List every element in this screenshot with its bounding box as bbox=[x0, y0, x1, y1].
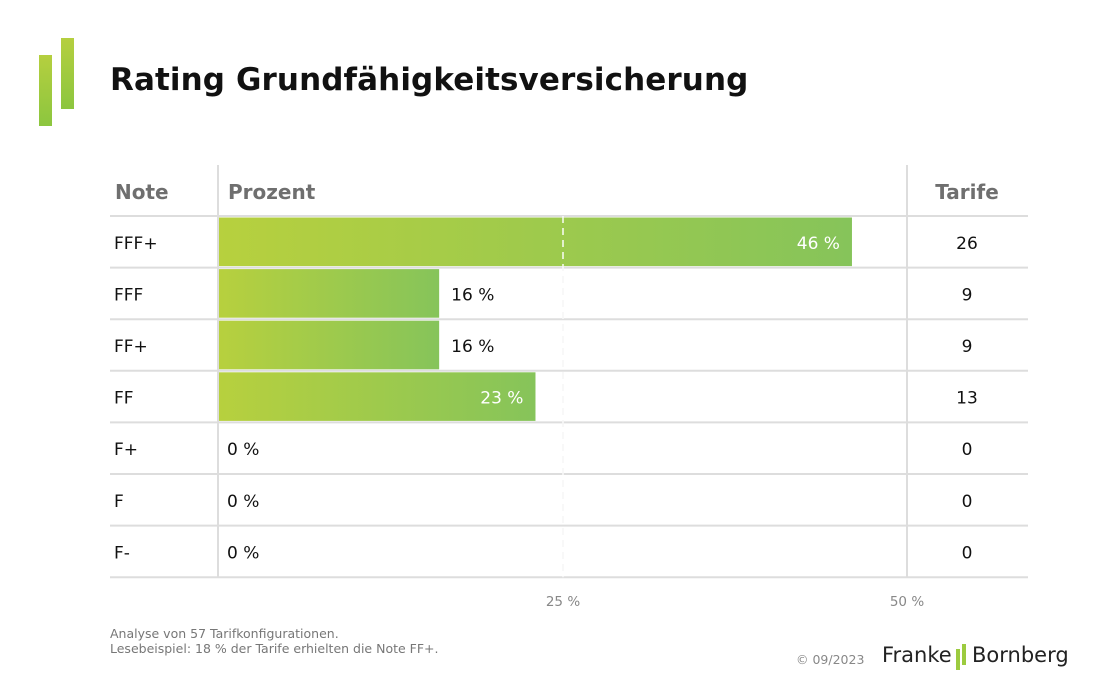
tarife-value-F: 0 bbox=[962, 492, 973, 512]
bar-FF bbox=[219, 372, 536, 421]
note-label-F+: F+ bbox=[114, 440, 138, 460]
footnote-line-1: Analyse von 57 Tarifkonfigurationen. bbox=[110, 626, 339, 641]
bar-FFF bbox=[219, 269, 440, 318]
value-label-FFF: 16 % bbox=[451, 285, 494, 305]
note-label-FFF: FFF bbox=[114, 285, 143, 305]
tarife-value-FF+: 9 bbox=[962, 337, 973, 357]
logo-bar-right bbox=[61, 38, 74, 109]
note-label-F: F bbox=[114, 492, 124, 512]
logo-bar-left bbox=[39, 55, 52, 126]
value-label-F: 0 % bbox=[227, 492, 259, 512]
tarife-value-FFF+: 26 bbox=[956, 234, 978, 254]
value-label-FFF+: 46 % bbox=[797, 234, 840, 254]
note-label-FFF+: FFF+ bbox=[114, 234, 158, 254]
bar-FFF+ bbox=[219, 217, 852, 267]
header-tarife: Tarife bbox=[935, 180, 999, 204]
copyright: © 09/2023 bbox=[796, 652, 865, 667]
tarife-value-FF: 13 bbox=[956, 389, 978, 409]
header-note: Note bbox=[115, 180, 169, 204]
tarife-value-F+: 0 bbox=[962, 440, 973, 460]
brand-name-part2: Bornberg bbox=[972, 643, 1069, 667]
x-tick-label-50: 50 % bbox=[890, 594, 924, 610]
x-tick-label-25: 25 % bbox=[546, 594, 580, 610]
note-label-FF+: FF+ bbox=[114, 337, 148, 357]
header-prozent: Prozent bbox=[228, 180, 316, 204]
footnote: Analyse von 57 Tarifkonfigurationen. Les… bbox=[110, 626, 439, 656]
tarife-value-FFF: 9 bbox=[962, 285, 973, 305]
value-label-F-: 0 % bbox=[227, 543, 259, 563]
footnote-line-2: Lesebeispiel: 18 % der Tarife erhielten … bbox=[110, 641, 439, 656]
chart-title: Rating Grundfähigkeitsversicherung bbox=[110, 62, 749, 98]
value-label-FF: 23 % bbox=[480, 389, 523, 409]
value-label-FF+: 16 % bbox=[451, 337, 494, 357]
brand-separator-icon bbox=[956, 644, 968, 670]
note-label-FF: FF bbox=[114, 389, 134, 409]
note-label-F-: F- bbox=[114, 543, 130, 563]
value-label-F+: 0 % bbox=[227, 440, 259, 460]
bar-FF+ bbox=[219, 320, 440, 370]
brand-name-part1: Franke bbox=[882, 643, 952, 667]
tarife-value-F-: 0 bbox=[962, 543, 973, 563]
